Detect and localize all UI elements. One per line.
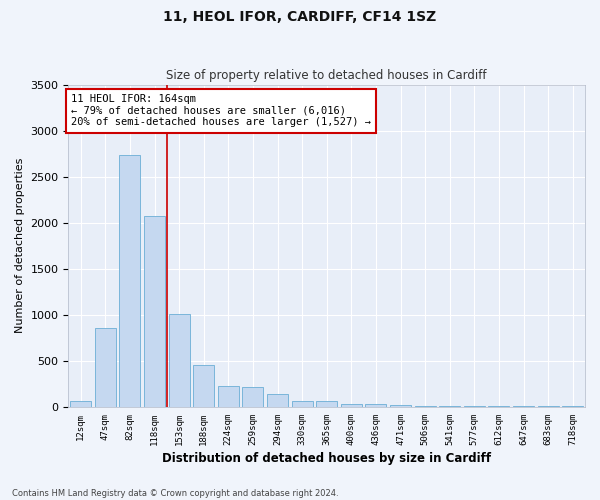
Bar [365, 404, 386, 406]
Bar [169, 314, 190, 406]
Bar [267, 394, 288, 406]
Text: 11 HEOL IFOR: 164sqm
← 79% of detached houses are smaller (6,016)
20% of semi-de: 11 HEOL IFOR: 164sqm ← 79% of detached h… [71, 94, 371, 128]
Bar [119, 156, 140, 406]
Bar [242, 387, 263, 406]
Bar [292, 400, 313, 406]
X-axis label: Distribution of detached houses by size in Cardiff: Distribution of detached houses by size … [162, 452, 491, 465]
Bar [316, 402, 337, 406]
Bar [193, 365, 214, 406]
Y-axis label: Number of detached properties: Number of detached properties [15, 158, 25, 333]
Bar [95, 328, 116, 406]
Bar [390, 404, 411, 406]
Text: 11, HEOL IFOR, CARDIFF, CF14 1SZ: 11, HEOL IFOR, CARDIFF, CF14 1SZ [163, 10, 437, 24]
Bar [70, 400, 91, 406]
Bar [341, 404, 362, 406]
Bar [218, 386, 239, 406]
Bar [144, 216, 165, 406]
Title: Size of property relative to detached houses in Cardiff: Size of property relative to detached ho… [166, 69, 487, 82]
Text: Contains HM Land Registry data © Crown copyright and database right 2024.: Contains HM Land Registry data © Crown c… [12, 488, 338, 498]
